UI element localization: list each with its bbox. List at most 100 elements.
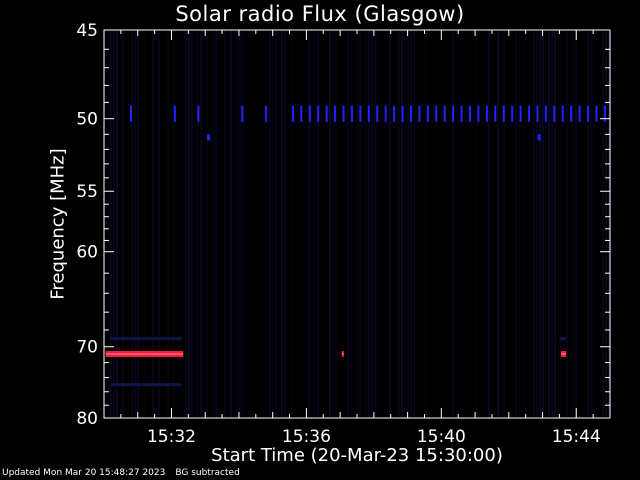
red-emission-core [561,353,567,355]
noise-streak [524,30,526,418]
noise-streak [143,30,145,418]
noise-streak [572,30,574,418]
noise-streak [593,30,595,418]
noise-streak [425,30,427,418]
marks-layer [105,105,606,387]
noise-streak [359,30,361,418]
dim-band [559,336,567,340]
noise-streak [476,30,478,418]
noise-streak [401,30,403,418]
noise-streak [290,30,292,418]
noise-streak [212,30,214,418]
blue-mark [264,105,267,122]
noise-streak [488,30,490,418]
noise-streak [548,30,550,418]
blue-mark [578,105,581,122]
noise-streak [332,30,334,418]
noise-streak [158,30,160,418]
noise-streak [152,30,154,418]
y-tick-label: 70 [76,338,98,358]
blue-mark [494,105,497,122]
blue-mark [308,105,311,122]
blue-mark [409,105,412,122]
blue-mark [418,105,421,122]
noise-streak [377,30,379,418]
y-tick-label: 50 [76,110,98,130]
updated-timestamp: Updated Mon Mar 20 15:48:27 2023 [2,468,166,478]
noise-streak [587,30,589,418]
blue-mark [502,105,505,122]
blue-mark [553,105,556,122]
noise-streak [269,30,271,418]
noise-streak [284,30,286,418]
x-tick-label: 15:36 [282,427,331,447]
noise-streak [410,30,412,418]
blue-mark [426,105,429,122]
noise-streak [608,30,610,418]
noise-streak [368,30,370,418]
blue-mark [460,105,463,122]
x-tick-label: 15:32 [147,427,196,447]
noise-streak [206,30,208,418]
noise-streak [191,30,193,418]
noise-streak [404,30,406,418]
blue-dot [537,134,541,141]
noise-streak [515,30,517,418]
background-note: BG subtracted [175,468,240,478]
y-tick-label: 55 [76,182,98,202]
chart-title: Solar radio Flux (Glasgow) [175,2,465,26]
blue-mark [350,105,353,122]
blue-mark [519,105,522,122]
y-tick-label: 45 [76,21,98,41]
noise-streak [167,30,169,418]
blue-mark [570,105,573,122]
blue-mark [384,105,387,122]
red-emission-core [341,353,344,355]
noise-streak [236,30,238,418]
noise-streak [134,30,136,418]
noise-streak [371,30,373,418]
blue-mark [443,105,446,122]
blue-mark [452,105,455,122]
noise-streak [350,30,352,418]
blue-mark [485,105,488,122]
blue-mark [528,105,531,122]
y-tick-label: 60 [76,243,98,263]
noise-streak [224,30,226,418]
noise-streak [497,30,499,418]
blue-mark [197,105,200,122]
noise-streak [188,30,190,418]
noise-streak [137,30,139,418]
noise-streak [329,30,331,418]
footer: Updated Mon Mar 20 15:48:27 2023 BG subtr… [2,468,250,478]
noise-streak [275,30,277,418]
noise-streak [281,30,283,418]
noise-streak [398,30,400,418]
noise-layer [110,30,610,418]
noise-streak [536,30,538,418]
noise-streak [413,30,415,418]
noise-streak [200,30,202,418]
noise-streak [575,30,577,418]
noise-streak [590,30,592,418]
tick-labels: 15:32 15:36 15:40 15:44 45 50 55 60 70 80 [76,21,600,447]
blue-dot [207,134,211,141]
noise-streak [335,30,337,418]
x-axis-label: Start Time (20-Mar-23 15:30:00) [211,445,503,466]
blue-mark [587,105,590,122]
red-emission-core [105,353,184,355]
noise-streak [365,30,367,418]
blue-mark [334,105,337,122]
noise-streak [356,30,358,418]
noise-streak [110,30,112,418]
y-axis-label: Frequency [MHz] [47,148,69,300]
noise-streak [197,30,199,418]
noise-streak [542,30,544,418]
noise-streak [503,30,505,418]
noise-streak [122,30,124,418]
noise-streak [239,30,241,418]
blue-mark [477,105,480,122]
noise-streak [314,30,316,418]
noise-streak [560,30,562,418]
blue-mark [241,105,244,122]
